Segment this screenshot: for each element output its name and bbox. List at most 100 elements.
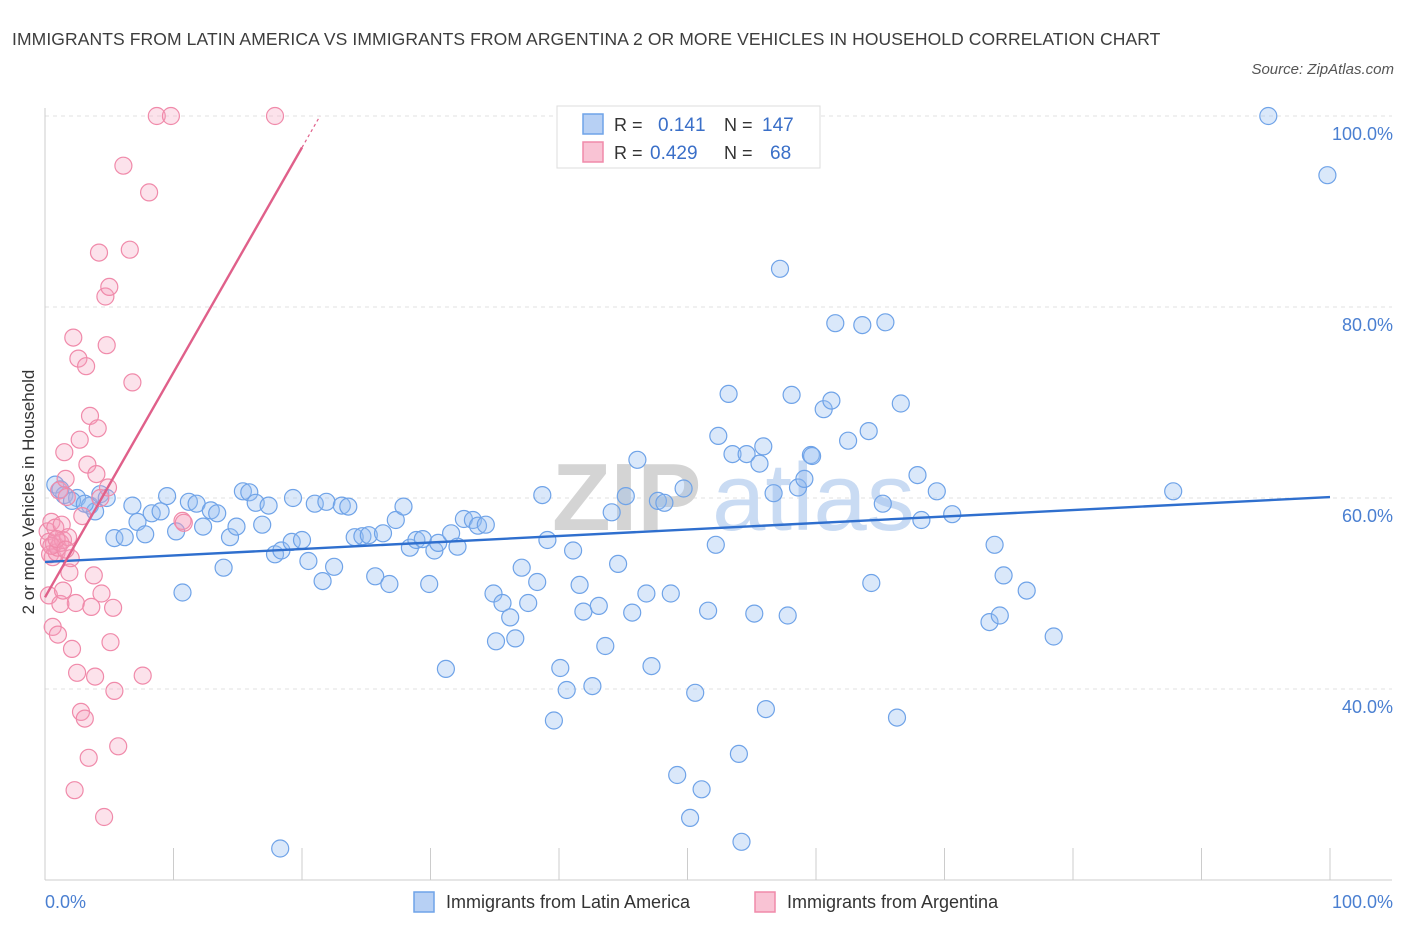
latin-america-point-130	[887, 708, 907, 727]
latin-america-point-49	[366, 567, 385, 586]
latin-america-point-97	[674, 479, 693, 498]
latin-america-point-127	[862, 573, 881, 593]
latin-america-point-131	[891, 394, 910, 413]
latin-america-point-68	[486, 632, 506, 651]
source-label: Source: ZipAtlas.com	[1251, 61, 1394, 78]
argentina-point-19	[64, 328, 83, 347]
latin-america-point-109	[745, 604, 764, 623]
argentina-point-44	[100, 277, 119, 296]
argentina-point-18	[62, 639, 82, 659]
latin-america-point-124	[838, 431, 858, 450]
latin-america-point-85	[596, 636, 615, 656]
stats-n-label-pink: N =	[724, 143, 753, 163]
latin-america-point-17	[158, 487, 177, 506]
argentina-point-23	[69, 349, 88, 368]
latin-america-point-129	[876, 313, 895, 332]
latin-america-point-78	[551, 658, 570, 678]
argentina-point-62	[51, 594, 70, 614]
latin-america-point-38	[292, 530, 312, 550]
latin-america-point-29	[240, 483, 259, 502]
latin-america-point-57	[420, 574, 439, 594]
latin-america-point-101	[698, 601, 718, 620]
argentina-point-20	[65, 781, 84, 800]
latin-america-point-144	[1318, 166, 1337, 185]
latin-america-point-90	[628, 450, 647, 469]
trend-line-argentina-extension	[301, 115, 321, 148]
y-axis-label: 2 or more Vehicles in Household	[19, 370, 38, 615]
y-tick-label-0: 40.0%	[1342, 697, 1393, 717]
series-argentina-points	[38, 106, 285, 827]
trend-lines	[43, 115, 1331, 598]
argentina-point-48	[109, 737, 128, 756]
latin-america-point-81	[570, 575, 589, 595]
argentina-point-52	[133, 666, 152, 685]
latin-america-point-24	[208, 504, 227, 523]
argentina-point-30	[79, 748, 98, 767]
trend-line-argentina	[43, 146, 304, 598]
argentina-point-35	[87, 465, 106, 484]
latin-america-point-40	[305, 494, 324, 513]
argentina-point-50	[120, 240, 139, 259]
stats-n-value-pink: 68	[770, 143, 791, 164]
argentina-point-49	[114, 156, 133, 175]
latin-america-point-110	[750, 454, 769, 473]
latin-america-point-115	[778, 606, 797, 625]
latin-america-point-76	[538, 530, 557, 550]
argentina-point-34	[85, 667, 105, 686]
argentina-point-17	[60, 563, 79, 582]
legend-swatch-argentina[interactable]	[754, 891, 776, 913]
latin-america-point-106	[729, 744, 749, 764]
argentina-point-41	[96, 287, 115, 306]
latin-america-point-83	[583, 676, 602, 696]
stats-n-label-blue: N =	[724, 115, 753, 135]
legend-label-latin-america[interactable]: Immigrants from Latin America	[446, 892, 691, 912]
latin-america-point-112	[756, 699, 776, 719]
latin-america-point-98	[680, 808, 700, 828]
latin-america-point-41	[313, 571, 332, 591]
chart-title: IMMIGRANTS FROM LATIN AMERICA VS IMMIGRA…	[12, 29, 1161, 49]
latin-america-point-16	[151, 502, 170, 521]
latin-america-point-50	[373, 524, 393, 543]
latin-america-point-141	[1044, 627, 1063, 646]
argentina-point-33	[84, 566, 103, 585]
latin-america-point-86	[602, 503, 621, 522]
latin-america-point-113	[764, 484, 783, 503]
stats-n-value-blue: 147	[762, 115, 794, 136]
latin-america-point-69	[493, 593, 512, 613]
latin-america-point-84	[589, 596, 608, 616]
watermark-atlas: atlas	[712, 444, 915, 551]
latin-america-point-102	[706, 535, 725, 554]
latin-america-point-52	[386, 510, 405, 530]
latin-america-point-108	[737, 445, 756, 464]
latin-america-point-103	[709, 426, 728, 445]
latin-america-point-7	[51, 480, 70, 499]
argentina-point-66	[47, 529, 66, 549]
y-tick-label-3: 100.0%	[1332, 124, 1393, 144]
latin-america-point-118	[795, 469, 814, 488]
latin-america-point-138	[990, 606, 1009, 625]
latin-america-point-114	[770, 259, 790, 278]
latin-america-point-48	[359, 526, 378, 545]
latin-america-point-12	[123, 496, 142, 515]
latin-america-point-26	[220, 528, 240, 547]
latin-america-point-135	[943, 505, 962, 524]
latin-america-point-80	[563, 541, 583, 560]
latin-america-point-19	[173, 583, 192, 602]
latin-america-point-72	[512, 558, 531, 577]
stats-legend: R = 0.141 N = 147 R = 0.429 N = 68	[556, 105, 821, 169]
latin-america-point-120	[802, 446, 822, 466]
latin-america-point-77	[544, 711, 564, 730]
latin-america-point-143	[1259, 106, 1278, 126]
latin-america-point-31	[253, 515, 272, 534]
latin-america-point-122	[822, 391, 841, 410]
argentina-point-40	[94, 807, 114, 827]
legend-swatch-latin-america[interactable]	[413, 891, 435, 913]
latin-america-point-39	[299, 551, 318, 571]
argentina-point-53	[140, 183, 159, 202]
legend-label-argentina[interactable]: Immigrants from Argentina	[787, 892, 999, 912]
latin-america-point-132	[908, 466, 927, 485]
latin-america-point-111	[754, 437, 773, 456]
argentina-point-54	[147, 106, 166, 126]
series-latin-america-points	[46, 106, 1337, 858]
